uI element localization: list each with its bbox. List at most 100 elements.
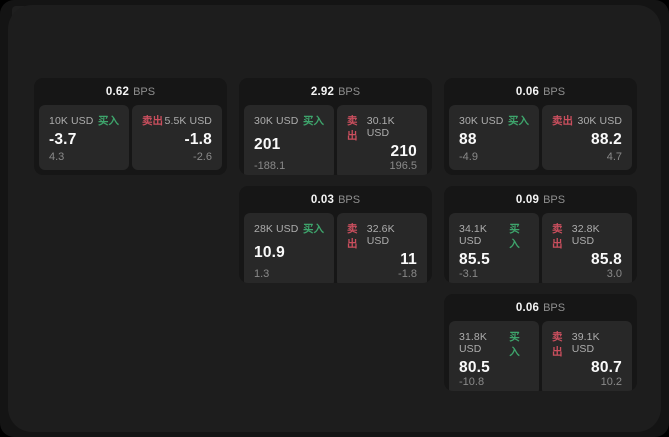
buy-side-label: 买入 — [509, 331, 520, 358]
quote-card: 0.06 BPS 30K USD 买入 88 -4.9 卖出 30K USD 8… — [444, 78, 637, 175]
bps-value: 0.06 — [515, 301, 540, 314]
buy-side-label: 买入 — [509, 223, 520, 250]
buy-tile-header: 30K USD 买入 — [459, 113, 529, 128]
buy-delta: 1.3 — [254, 267, 270, 280]
buy-amount: 10K USD — [49, 115, 94, 127]
buy-tile-header: 10K USD 买入 — [49, 113, 119, 128]
bps-value: 2.92 — [310, 85, 335, 98]
card-header: 0.09 BPS — [444, 186, 637, 213]
sell-side-label: 卖出 — [347, 223, 358, 250]
sell-tile-header: 卖出 30K USD — [552, 113, 622, 128]
card-header: 0.06 BPS — [444, 294, 637, 321]
sell-delta: 196.5 — [389, 159, 417, 172]
bps-suffix-label: BPS — [338, 85, 361, 98]
buy-price: 85.5 — [459, 251, 490, 268]
card-header: 0.03 BPS — [239, 186, 432, 213]
sell-quote-tile[interactable]: 卖出 5.5K USD -1.8 -2.6 — [132, 105, 222, 170]
quote-sides: 31.8K USD 买入 80.5 -10.8 卖出 39.1K USD 80.… — [444, 321, 637, 391]
quote-card: 0.62 BPS 10K USD 买入 -3.7 4.3 卖出 5.5K USD… — [34, 78, 227, 175]
buy-side-label: 买入 — [98, 115, 119, 127]
buy-amount: 30K USD — [254, 115, 299, 127]
sell-amount: 30.1K USD — [366, 115, 395, 139]
sell-tile-header: 卖出 39.1K USD — [552, 329, 622, 359]
sell-side-label: 卖出 — [552, 331, 563, 358]
card-header: 0.62 BPS — [34, 78, 227, 105]
buy-quote-tile[interactable]: 34.1K USD 买入 85.5 -3.1 — [449, 213, 539, 283]
buy-quote-tile[interactable]: 30K USD 买入 201 -188.1 — [244, 105, 334, 175]
buy-amount: 28K USD — [254, 223, 299, 235]
sell-amount: 32.8K USD — [571, 223, 600, 247]
card-header: 2.92 BPS — [239, 78, 432, 105]
buy-delta: -10.8 — [459, 375, 485, 388]
sell-side-label: 卖出 — [347, 115, 358, 142]
buy-price: 201 — [254, 135, 281, 153]
sell-price: 88.2 — [591, 131, 622, 149]
sell-price: 80.7 — [591, 359, 622, 376]
quote-sides: 30K USD 买入 88 -4.9 卖出 30K USD 88.2 4.7 — [444, 105, 637, 175]
bps-value: 0.62 — [105, 85, 130, 98]
buy-quote-tile[interactable]: 10K USD 买入 -3.7 4.3 — [39, 105, 129, 170]
sell-delta: 10.2 — [600, 375, 622, 388]
sell-tile-header: 卖出 30.1K USD — [347, 113, 417, 143]
sell-amount: 30K USD — [577, 115, 622, 127]
sell-price: 11 — [400, 251, 417, 268]
buy-side-label: 买入 — [508, 115, 529, 127]
card-header: 0.06 BPS — [444, 78, 637, 105]
quote-card: 0.09 BPS 34.1K USD 买入 85.5 -3.1 卖出 32.8K… — [444, 186, 637, 283]
buy-price: 88 — [459, 131, 477, 149]
buy-tile-header: 28K USD 买入 — [254, 221, 324, 236]
buy-amount: 34.1K USD — [459, 223, 487, 247]
buy-delta: -3.1 — [459, 267, 478, 280]
buy-amount: 31.8K USD — [459, 331, 487, 355]
quote-sides: 28K USD 买入 10.9 1.3 卖出 32.6K USD 11 -1.8 — [239, 213, 432, 283]
buy-side-label: 买入 — [303, 115, 324, 127]
buy-amount: 30K USD — [459, 115, 504, 127]
sell-quote-tile[interactable]: 卖出 32.6K USD 11 -1.8 — [337, 213, 427, 283]
bps-value: 0.06 — [515, 85, 540, 98]
buy-price: 10.9 — [254, 243, 285, 261]
buy-quote-tile[interactable]: 31.8K USD 买入 80.5 -10.8 — [449, 321, 539, 391]
buy-tile-header: 31.8K USD 买入 — [459, 329, 529, 359]
buy-quote-tile[interactable]: 28K USD 买入 10.9 1.3 — [244, 213, 334, 283]
sell-tile-header: 卖出 32.8K USD — [552, 221, 622, 251]
buy-price: -3.7 — [49, 131, 77, 149]
bps-suffix-label: BPS — [543, 301, 566, 314]
buy-side-label: 买入 — [303, 223, 324, 235]
bps-value: 0.03 — [310, 193, 335, 206]
buy-tile-header: 34.1K USD 买入 — [459, 221, 529, 251]
sell-price: -1.8 — [184, 131, 212, 149]
buy-tile-header: 30K USD 买入 — [254, 113, 324, 128]
sell-tile-header: 卖出 32.6K USD — [347, 221, 417, 251]
sell-price: 210 — [390, 143, 417, 160]
sell-delta: 4.7 — [606, 151, 622, 163]
sell-side-label: 卖出 — [552, 115, 573, 127]
sell-quote-tile[interactable]: 卖出 39.1K USD 80.7 10.2 — [542, 321, 632, 391]
quote-sides: 30K USD 买入 201 -188.1 卖出 30.1K USD 210 1… — [239, 105, 432, 175]
sell-delta: 3.0 — [606, 267, 622, 280]
sell-quote-tile[interactable]: 卖出 30K USD 88.2 4.7 — [542, 105, 632, 170]
bps-suffix-label: BPS — [543, 85, 566, 98]
sell-price: 85.8 — [591, 251, 622, 268]
buy-delta: -4.9 — [459, 151, 478, 163]
quotes-panel: 0.62 BPS 10K USD 买入 -3.7 4.3 卖出 5.5K USD… — [8, 5, 661, 432]
sell-quote-tile[interactable]: 卖出 30.1K USD 210 196.5 — [337, 105, 427, 175]
bps-value: 0.09 — [515, 193, 540, 206]
quote-sides: 10K USD 买入 -3.7 4.3 卖出 5.5K USD -1.8 -2.… — [34, 105, 227, 175]
quote-card: 0.03 BPS 28K USD 买入 10.9 1.3 卖出 32.6K US… — [239, 186, 432, 283]
quote-card: 2.92 BPS 30K USD 买入 201 -188.1 卖出 30.1K … — [239, 78, 432, 175]
sell-quote-tile[interactable]: 卖出 32.8K USD 85.8 3.0 — [542, 213, 632, 283]
bps-suffix-label: BPS — [338, 193, 361, 206]
sell-tile-header: 卖出 5.5K USD — [142, 113, 212, 128]
quote-card: 0.06 BPS 31.8K USD 买入 80.5 -10.8 卖出 39.1… — [444, 294, 637, 391]
sell-amount: 39.1K USD — [571, 331, 600, 355]
sell-delta: -2.6 — [193, 151, 212, 163]
sell-side-label: 卖出 — [142, 115, 163, 127]
sell-side-label: 卖出 — [552, 223, 563, 250]
sell-amount: 32.6K USD — [366, 223, 395, 247]
sell-amount: 5.5K USD — [164, 115, 212, 127]
bps-suffix-label: BPS — [543, 193, 566, 206]
bps-suffix-label: BPS — [133, 85, 156, 98]
buy-quote-tile[interactable]: 30K USD 买入 88 -4.9 — [449, 105, 539, 170]
cards-grid: 0.62 BPS 10K USD 买入 -3.7 4.3 卖出 5.5K USD… — [34, 78, 637, 391]
